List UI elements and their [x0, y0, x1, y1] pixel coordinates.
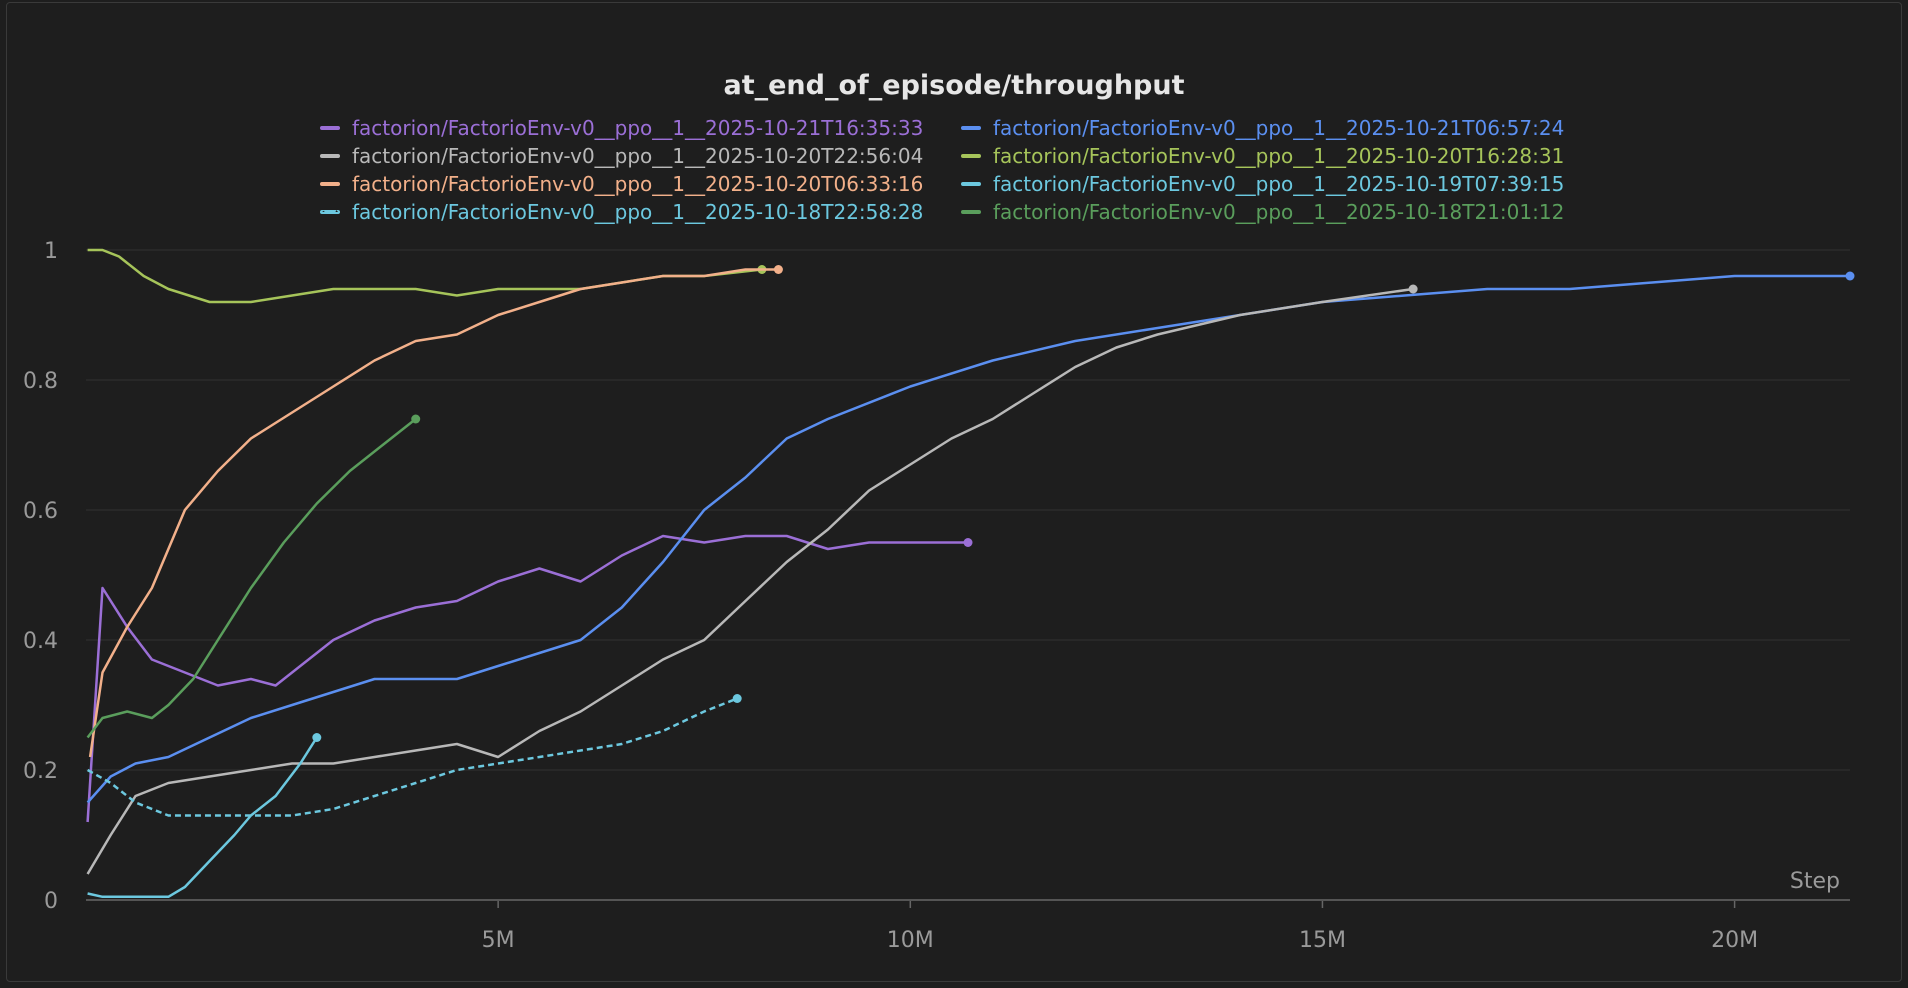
legend-item[interactable]: factorion/FactorioEnv-v0__ppo__1__2025-1…	[961, 144, 1564, 168]
legend-item[interactable]: factorion/FactorioEnv-v0__ppo__1__2025-1…	[320, 116, 923, 140]
series-line-6[interactable]	[86, 697, 738, 817]
legend-item[interactable]: factorion/FactorioEnv-v0__ppo__1__2025-1…	[961, 116, 1564, 140]
series-end-marker-4[interactable]	[773, 265, 783, 274]
series-line-2[interactable]	[86, 287, 1414, 875]
x-axis-ticks: 5M 10M 15M 20M	[482, 900, 1758, 953]
legend-item[interactable]: factorion/FactorioEnv-v0__ppo__1__2025-1…	[320, 144, 923, 168]
chart-title: at_end_of_episode/throughput	[723, 70, 1185, 101]
legend-label: factorion/FactorioEnv-v0__ppo__1__2025-1…	[352, 116, 924, 140]
x-tick-label: 10M	[887, 928, 934, 953]
series-line-1[interactable]	[86, 274, 1850, 804]
series-end-marker-0[interactable]	[963, 538, 973, 547]
y-tick-label: 0.6	[23, 499, 58, 524]
legend-label: factorion/FactorioEnv-v0__ppo__1__2025-1…	[352, 172, 924, 196]
series-end-marker-1[interactable]	[1845, 271, 1855, 281]
x-tick-label: 20M	[1711, 928, 1758, 953]
legend-swatch	[320, 182, 340, 186]
legend-swatch	[320, 126, 340, 130]
legend-item[interactable]: factorion/FactorioEnv-v0__ppo__1__2025-1…	[320, 172, 923, 196]
legend-swatch	[961, 126, 981, 130]
series-end-marker-6[interactable]	[732, 694, 742, 703]
chart-panel	[6, 2, 1902, 982]
y-axis-ticks: 0 0.2 0.4 0.6 0.8 1	[23, 239, 58, 914]
x-tick-label: 5M	[482, 928, 515, 953]
legend-swatch	[961, 210, 981, 214]
legend-swatch	[961, 154, 981, 158]
legend-item[interactable]: factorion/FactorioEnv-v0__ppo__1__2025-1…	[961, 172, 1564, 196]
legend-label: factorion/FactorioEnv-v0__ppo__1__2025-1…	[352, 200, 924, 224]
series-end-marker-7[interactable]	[411, 414, 421, 424]
series-line-0[interactable]	[86, 534, 968, 823]
legend-label: factorion/FactorioEnv-v0__ppo__1__2025-1…	[993, 116, 1565, 140]
y-tick-label: 0.8	[23, 369, 58, 394]
legend-swatch	[961, 182, 981, 186]
series-end-marker-2[interactable]	[1408, 284, 1418, 294]
legend-swatch	[320, 210, 340, 214]
series-line-4[interactable]	[88, 268, 779, 758]
legend-label: factorion/FactorioEnv-v0__ppo__1__2025-1…	[352, 144, 924, 168]
y-tick-label: 1	[44, 239, 58, 264]
legend-label: factorion/FactorioEnv-v0__ppo__1__2025-1…	[993, 172, 1565, 196]
legend-label: factorion/FactorioEnv-v0__ppo__1__2025-1…	[993, 144, 1565, 168]
series-lines	[86, 248, 1855, 899]
gridlines	[86, 249, 1850, 771]
legend-label: factorion/FactorioEnv-v0__ppo__1__2025-1…	[993, 200, 1565, 224]
series-line-5[interactable]	[87, 736, 318, 899]
x-tick-label: 15M	[1299, 928, 1346, 953]
y-tick-label: 0.4	[23, 629, 58, 654]
series-line-7[interactable]	[86, 418, 417, 739]
legend-swatch	[320, 154, 340, 158]
x-axis-title: Step	[1790, 869, 1840, 894]
legend-item[interactable]: factorion/FactorioEnv-v0__ppo__1__2025-1…	[320, 200, 923, 224]
series-end-marker-5[interactable]	[312, 733, 322, 742]
y-tick-label: 0.2	[23, 759, 58, 784]
legend-item[interactable]: factorion/FactorioEnv-v0__ppo__1__2025-1…	[961, 200, 1564, 224]
y-tick-label: 0	[44, 889, 58, 914]
